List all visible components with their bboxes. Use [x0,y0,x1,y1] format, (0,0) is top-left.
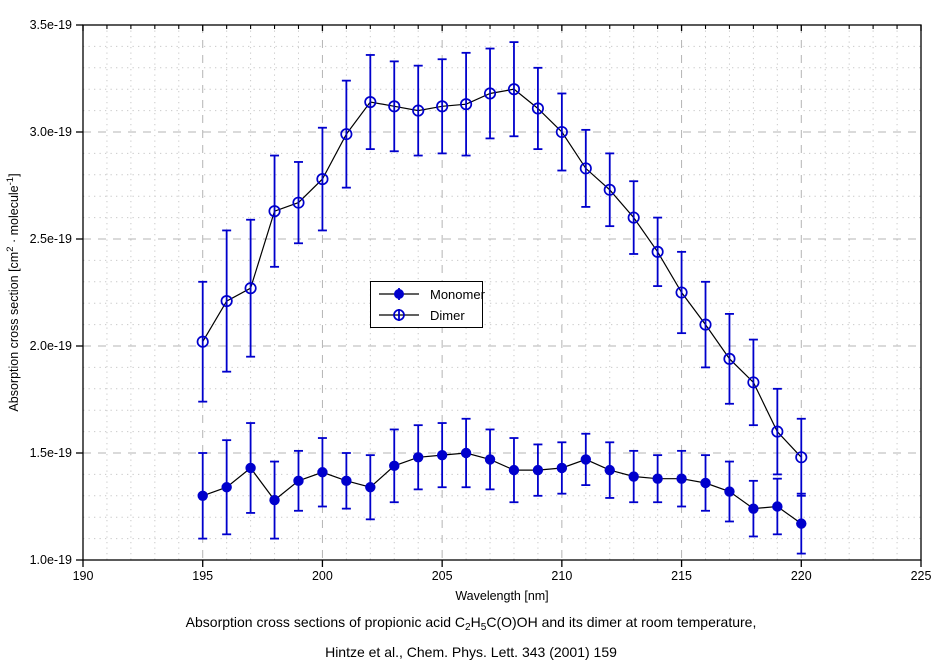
legend-label-dimer: Dimer [430,307,465,323]
data-point-monomer [221,482,232,493]
y-tick-label: 2.0e-19 [30,339,72,353]
caption-text-part: 5 [480,622,487,634]
data-point-dimer [507,83,521,96]
y-tick-label: 1.5e-19 [30,446,72,460]
data-point-monomer [389,460,400,472]
legend-item-dimer: Dimer [371,305,482,325]
data-point-dimer [388,100,401,113]
data-point-monomer [460,447,472,459]
x-tick-label: 190 [73,569,94,583]
data-point-dimer [292,196,305,209]
data-point-monomer [532,464,544,476]
data-point-dimer [795,451,808,464]
data-point-monomer [413,452,424,463]
data-point-dimer [531,102,544,115]
plot-border [82,24,922,561]
series-monomer [197,417,807,555]
data-point-monomer [676,473,687,484]
data-point-monomer [269,494,280,506]
plot-frame [82,24,922,561]
data-point-monomer [341,475,352,487]
caption-line-1: Absorption cross sections of propionic a… [0,610,942,640]
data-point-dimer [220,295,233,308]
data-point-monomer [556,462,568,474]
caption-text-part: H [470,614,481,630]
data-point-monomer [293,475,304,487]
data-point-dimer [483,87,497,100]
data-point-dimer [412,104,425,117]
data-point-monomer [197,490,208,501]
x-axis-title: Wavelength [nm] [455,589,548,603]
axis-tick-labels: 190 195 200 205 210 215 220 225 1.0e-19 1.5e-19 2.… [30,18,932,583]
y-tick-label: 2.5e-19 [30,232,72,246]
data-point-dimer [675,286,688,299]
data-point-monomer [245,462,256,474]
data-point-dimer [316,173,329,186]
data-point-monomer [724,486,735,497]
data-point-dimer [603,183,616,196]
data-point-dimer [555,125,568,139]
legend-label-monomer: Monomer [430,286,485,302]
data-point-dimer [747,376,760,389]
chart-canvas: 190 195 200 205 210 215 220 225 1.0e-19 1.5e-19 2.… [5,18,932,603]
grid-major [83,25,921,560]
data-point-monomer [772,501,783,512]
x-tick-label: 225 [911,569,932,583]
data-point-monomer [508,464,520,476]
x-tick-label: 220 [791,569,812,583]
data-point-monomer [604,464,615,476]
legend-item-monomer: Monomer [371,284,485,304]
data-point-dimer [340,128,353,141]
data-point-dimer [244,282,257,295]
caption-text-part: Absorption cross sections of propionic a… [185,614,466,630]
data-point-dimer [699,318,712,331]
legend: Monomer Dimer [370,281,485,328]
data-point-dimer [364,95,377,109]
data-point-dimer [196,335,209,348]
data-point-dimer [436,100,449,113]
y-tick-label: 1.0e-19 [30,553,72,567]
data-point-dimer [579,162,592,175]
data-point-monomer [796,518,807,529]
axis-ticks [76,24,922,567]
data-point-monomer [365,482,376,493]
data-point-monomer [748,503,759,514]
y-axis-label: Absorption cross section [cm2 · molecule… [5,173,21,411]
grid-minor [83,25,921,560]
x-tick-label: 205 [432,569,453,583]
monomer-marker-icon [379,288,419,300]
data-point-dimer [627,211,640,224]
y-tick-label: 3.5e-19 [30,18,72,32]
y-tick-label: 3.0e-19 [30,125,72,139]
figure-caption: Absorption cross sections of propionic a… [0,610,942,662]
data-point-dimer [723,352,736,365]
x-tick-label: 215 [671,569,692,583]
data-point-monomer [484,454,496,465]
dimer-marker-icon [379,309,419,321]
series-dimer [196,41,808,497]
caption-text-part: C(O)OH and its dimer at room temperature… [486,614,757,630]
data-point-monomer [436,449,448,461]
data-point-monomer [317,467,328,478]
data-point-monomer [628,471,639,482]
caption-line-2: Hintze et al., Chem. Phys. Lett. 343 (20… [325,644,617,661]
series-line [202,88,802,458]
data-point-monomer [580,454,591,465]
y-axis-title: Absorption cross section [cm2 · molecule… [5,173,21,411]
data-point-dimer [460,98,473,111]
x-tick-label: 210 [551,569,572,583]
data-point-dimer [268,205,281,218]
x-tick-label: 200 [312,569,333,583]
x-tick-label: 195 [192,569,213,583]
caption-text-part: 2 [465,622,471,634]
data-point-monomer [652,473,663,484]
data-point-monomer [700,477,711,489]
data-point-dimer [771,425,784,438]
series-line [202,452,802,525]
data-point-dimer [651,245,664,258]
x-axis-label: Wavelength [nm] [455,589,548,603]
